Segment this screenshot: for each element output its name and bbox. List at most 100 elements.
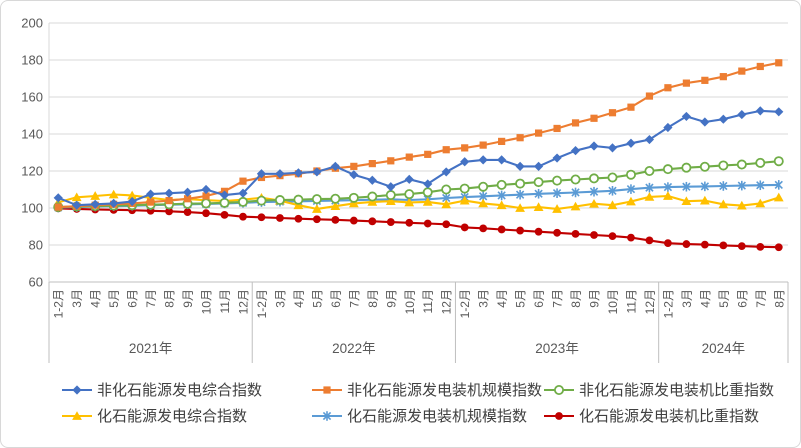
x-axis-month-label: 10月 xyxy=(403,289,417,314)
marker-asterisk xyxy=(515,189,525,200)
y-axis-tick-label: 140 xyxy=(21,127,43,142)
x-axis-month-label: 6月 xyxy=(735,289,749,308)
marker-square xyxy=(775,59,783,67)
y-axis-tick-label: 80 xyxy=(29,238,43,253)
marker-asterisk xyxy=(774,180,783,190)
legend-item-label: 化石能源发电装机规模指数 xyxy=(347,408,528,425)
marker-triangle xyxy=(773,192,784,202)
x-axis-month-label: 1-2月 xyxy=(458,289,472,318)
marker-circle xyxy=(534,227,543,236)
marker-triangle xyxy=(72,410,82,420)
marker-diamond xyxy=(256,169,267,179)
marker-square xyxy=(534,129,543,137)
marker-diamond xyxy=(127,196,137,207)
marker-circle xyxy=(460,223,469,232)
x-axis-month-label: 5月 xyxy=(107,289,121,308)
x-axis-month-label: 6月 xyxy=(126,289,140,308)
series-line xyxy=(57,109,779,207)
marker-diamond xyxy=(146,189,156,199)
marker-square xyxy=(719,73,727,81)
x-axis-month-label: 8月 xyxy=(569,289,583,308)
marker-circle-open xyxy=(718,160,729,171)
marker-circle xyxy=(553,228,561,237)
marker-square xyxy=(608,109,617,117)
marker-circle-open xyxy=(515,178,526,189)
marker-circle-open xyxy=(256,195,267,206)
marker-circle xyxy=(627,233,635,242)
marker-asterisk xyxy=(589,186,599,197)
marker-diamond xyxy=(607,143,618,153)
legend-marker-triangle-icon xyxy=(62,410,92,420)
marker-circle xyxy=(276,214,284,222)
marker-asterisk xyxy=(645,182,654,193)
marker-circle-open xyxy=(533,177,544,188)
marker-circle-open xyxy=(330,193,341,204)
legend-item-label: 非化石能源发电综合指数 xyxy=(97,382,263,399)
marker-square xyxy=(738,67,746,75)
marker-circle xyxy=(423,219,432,228)
marker-triangle xyxy=(71,192,82,202)
legend-item-label: 非化石能源发电装机比重指数 xyxy=(579,382,775,399)
marker-square xyxy=(682,79,690,87)
marker-triangle xyxy=(404,197,415,207)
legend-item-label: 化石能源发电综合指数 xyxy=(97,408,248,425)
marker-circle-open xyxy=(755,157,766,168)
marker-triangle xyxy=(699,195,710,205)
x-axis-month-label: 5月 xyxy=(514,289,528,308)
marker-triangle xyxy=(681,196,692,206)
marker-triangle xyxy=(108,189,119,199)
marker-diamond xyxy=(109,198,119,208)
marker-triangle xyxy=(663,191,673,200)
marker-circle xyxy=(202,209,210,218)
marker-circle xyxy=(756,242,765,251)
marker-diamond xyxy=(275,169,285,179)
marker-diamond xyxy=(238,188,248,198)
marker-circle-open xyxy=(219,197,230,208)
marker-triangle xyxy=(385,196,396,206)
x-axis-month-label: 5月 xyxy=(310,289,324,308)
marker-circle-open xyxy=(736,159,747,170)
marker-square xyxy=(405,153,413,161)
x-axis-month-label: 1-2月 xyxy=(52,289,66,318)
x-axis-month-label: 5月 xyxy=(717,289,731,308)
x-axis-month-label: 11月 xyxy=(218,289,232,313)
marker-circle xyxy=(331,215,340,224)
legend-marker-circle-open-icon xyxy=(544,384,574,395)
x-axis-month-label: 9月 xyxy=(588,289,602,308)
marker-triangle xyxy=(589,198,599,208)
y-axis-tick-label: 160 xyxy=(21,90,43,105)
marker-circle xyxy=(516,226,525,235)
marker-circle xyxy=(312,215,321,224)
marker-diamond xyxy=(349,170,359,180)
marker-circle xyxy=(257,213,266,222)
marker-diamond xyxy=(681,111,691,122)
x-axis-month-label: 4月 xyxy=(495,289,509,308)
series-line xyxy=(58,207,779,249)
marker-diamond xyxy=(423,179,433,189)
x-axis-year-label: 2023年 xyxy=(535,341,579,356)
marker-circle-open xyxy=(237,196,248,207)
marker-circle xyxy=(442,220,451,229)
marker-square xyxy=(498,137,506,145)
marker-square xyxy=(479,141,487,149)
marker-diamond xyxy=(460,157,470,167)
marker-diamond xyxy=(663,122,673,133)
marker-circle xyxy=(590,231,598,239)
legend-item: 化石能源发电装机规模指数 xyxy=(311,405,543,426)
marker-square xyxy=(54,203,62,211)
marker-square xyxy=(387,157,395,165)
y-axis-tick-label: 60 xyxy=(29,275,43,290)
marker-triangle xyxy=(552,204,562,213)
marker-diamond xyxy=(386,182,396,192)
marker-diamond xyxy=(72,384,82,395)
marker-square xyxy=(553,124,561,133)
marker-asterisk xyxy=(737,180,746,191)
legend-row: 化石能源发电综合指数 化石能源发电装机规模指数 化石能源发电装机比重指数 xyxy=(1,405,800,426)
marker-diamond xyxy=(404,174,414,184)
marker-diamond xyxy=(515,161,525,171)
marker-circle xyxy=(239,212,247,221)
marker-triangle xyxy=(496,200,507,210)
x-axis-month-label: 6月 xyxy=(329,289,343,308)
marker-triangle xyxy=(311,204,322,213)
x-axis-month-label: 7月 xyxy=(144,289,158,308)
